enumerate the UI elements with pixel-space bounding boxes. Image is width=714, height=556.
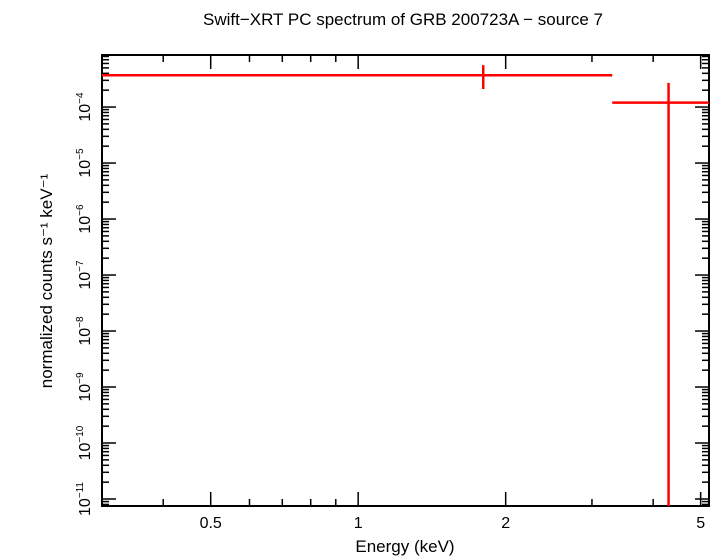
y-tick-base: 10: [77, 384, 94, 402]
chart-title: Swift−XRT PC spectrum of GRB 200723A − s…: [203, 10, 603, 29]
data-points: [102, 65, 709, 506]
y-tick-label: 10−9: [75, 372, 94, 402]
y-tick-exponent: −9: [75, 372, 86, 384]
x-tick-label: 2: [501, 515, 510, 532]
y-tick-label: 10−8: [75, 316, 94, 346]
y-tick-exponent: −6: [75, 204, 86, 216]
y-tick-exponent: −11: [75, 482, 86, 499]
y-tick-label: 10−11: [75, 482, 94, 516]
y-tick-exponent: −4: [75, 92, 86, 104]
data-point: [612, 82, 709, 506]
plot-frame: [101, 54, 710, 507]
y-tick-base: 10: [77, 104, 94, 122]
y-tick-label: 10−7: [75, 260, 94, 290]
y-tick-label: 10−5: [75, 148, 94, 178]
y-tick-base: 10: [77, 328, 94, 346]
y-tick-exponent: −5: [75, 148, 86, 160]
y-tick-exponent: −10: [75, 425, 86, 442]
x-tick-label: 1: [354, 515, 363, 532]
x-axis-ticks: 0.5 1 2 5: [101, 55, 705, 532]
y-tick-base: 10: [77, 216, 94, 234]
y-tick-base: 10: [77, 498, 94, 516]
y-tick-exponent: −8: [75, 316, 86, 328]
y-tick-label: 10−10: [75, 425, 94, 460]
y-tick-exponent: −7: [75, 260, 86, 272]
y-tick-base: 10: [77, 160, 94, 178]
y-tick-label: 10−4: [75, 92, 94, 122]
x-tick-label: 5: [696, 515, 705, 532]
x-tick-label: 0.5: [200, 515, 222, 532]
x-axis-label: Energy (keV): [355, 537, 454, 556]
data-point: [102, 65, 613, 89]
y-tick-label: 10−6: [75, 204, 94, 234]
y-axis-label: normalized counts s⁻¹ keV⁻¹: [37, 173, 56, 388]
y-tick-base: 10: [77, 442, 94, 460]
y-tick-base: 10: [77, 272, 94, 290]
